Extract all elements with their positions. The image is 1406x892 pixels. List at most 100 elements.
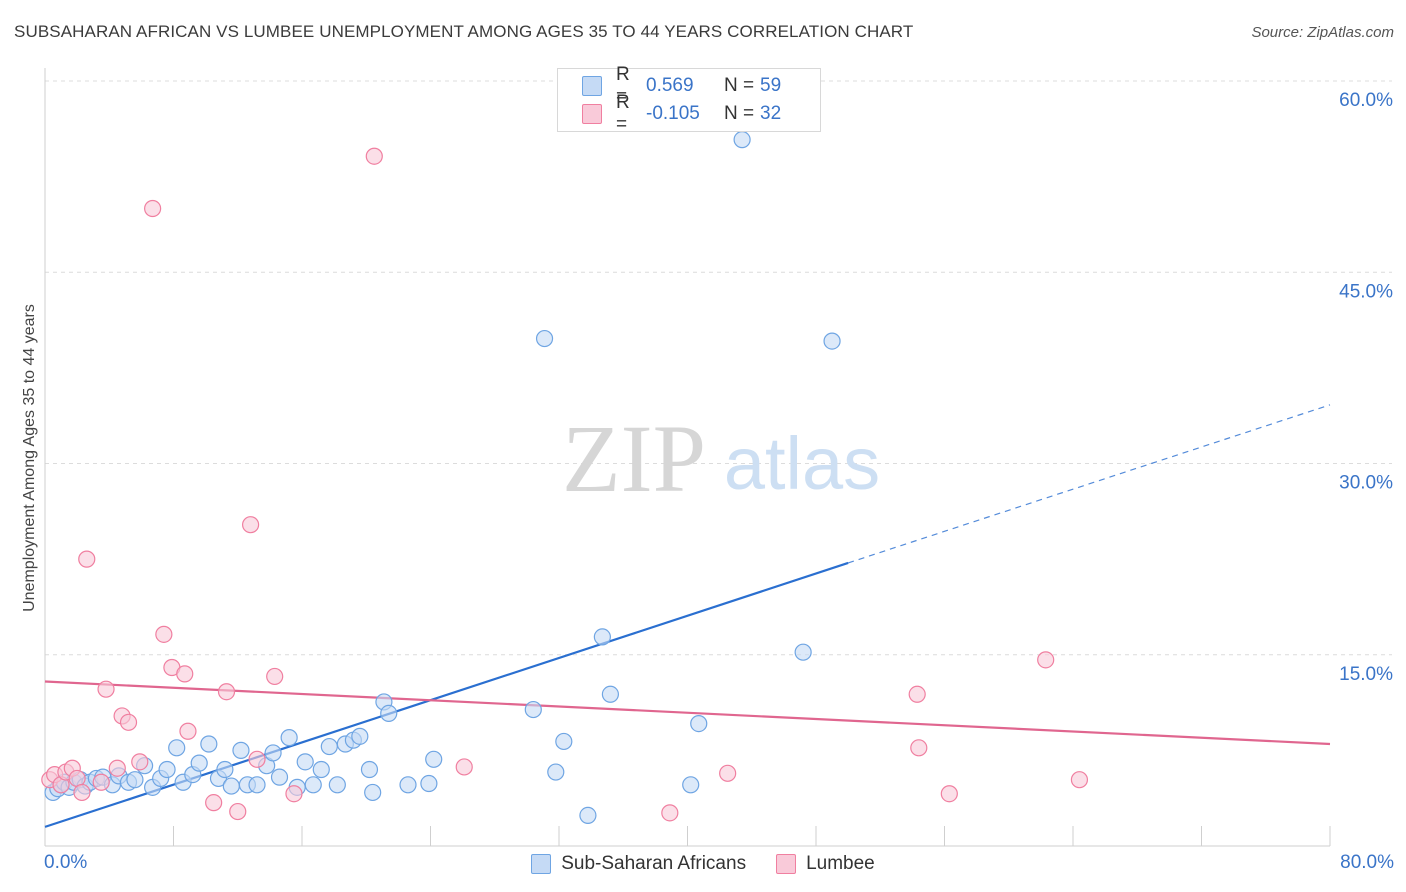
point-subsaharan: [555, 732, 573, 751]
x-tick-label-max: 80.0%: [1340, 852, 1394, 873]
point-lumbee: [217, 683, 236, 701]
point-subsaharan: [524, 700, 542, 719]
grid-lines: [45, 80, 1392, 656]
legend-row-lumbee: R = -0.105 N = 32: [582, 92, 782, 135]
point-subsaharan: [312, 760, 330, 779]
legend-label-subsaharan: Sub-Saharan Africans: [561, 853, 747, 874]
point-lumbee: [910, 739, 928, 757]
point-lumbee: [119, 713, 138, 731]
point-subsaharan: [380, 704, 398, 723]
point-lumbee: [285, 785, 303, 803]
point-subsaharan: [264, 744, 282, 762]
point-lumbee: [940, 785, 958, 803]
correlation-legend: R = 0.569 N = 59 R = -0.105 N = 32: [557, 64, 821, 135]
point-lumbee: [242, 516, 260, 534]
point-lumbee: [176, 665, 194, 683]
point-subsaharan: [360, 760, 379, 779]
legend-item-lumbee[interactable]: Lumbee: [776, 853, 875, 875]
point-subsaharan: [304, 776, 322, 794]
watermark-atlas: atlas: [724, 422, 880, 505]
y-axis-label: Unemployment Among Ages 35 to 44 years: [21, 304, 38, 612]
point-lumbee: [97, 680, 115, 698]
source-label: Source: ZipAtlas.com: [1251, 24, 1394, 41]
point-subsaharan: [168, 739, 186, 757]
point-lumbee: [719, 764, 737, 782]
point-subsaharan: [320, 737, 338, 756]
point-subsaharan: [399, 776, 417, 794]
point-lumbee: [131, 753, 149, 771]
watermark: ZIP atlas: [562, 405, 880, 512]
point-subsaharan: [794, 643, 812, 661]
legend-r-value: 0.569: [646, 75, 694, 96]
legend-swatch-blue: [531, 854, 552, 874]
legend-row-subsaharan: R = 0.569 N = 59: [582, 64, 782, 107]
series-legend: Sub-Saharan Africans Lumbee: [0, 852, 1406, 876]
point-lumbee: [179, 722, 197, 740]
point-subsaharan: [190, 754, 208, 772]
legend-n-label: N =: [724, 103, 755, 124]
point-subsaharan: [351, 727, 369, 745]
point-lumbee: [1037, 651, 1055, 669]
legend-swatch-blue: [582, 76, 602, 96]
point-lumbee: [908, 685, 926, 703]
point-subsaharan: [126, 771, 144, 789]
point-lumbee: [155, 625, 173, 643]
point-lumbee: [78, 550, 96, 568]
point-subsaharan: [200, 735, 218, 753]
tick-labels: 15.0% 30.0% 45.0% 60.0%: [1339, 90, 1393, 685]
point-subsaharan: [158, 760, 176, 779]
point-subsaharan: [823, 332, 841, 350]
point-lumbee: [229, 802, 247, 821]
legend-item-subsaharan[interactable]: Sub-Saharan Africans: [531, 853, 746, 875]
point-lumbee: [73, 783, 91, 802]
point-lumbee: [92, 773, 110, 791]
point-lumbee: [108, 759, 126, 777]
legend-n-value: 59: [760, 75, 782, 96]
point-subsaharan: [222, 777, 240, 795]
point-subsaharan: [296, 753, 314, 771]
point-subsaharan: [425, 750, 443, 768]
point-lumbee: [248, 750, 266, 768]
point-lumbee: [455, 758, 473, 776]
point-subsaharan: [733, 131, 751, 149]
x-tick-label-min: 0.0%: [44, 852, 88, 873]
y-tick-label: 45.0%: [1339, 281, 1393, 302]
data-points: [41, 131, 1089, 825]
y-tick-label: 60.0%: [1339, 90, 1393, 111]
trendline-subsaharan: [44, 561, 849, 828]
point-lumbee: [144, 199, 162, 218]
point-subsaharan: [579, 806, 597, 825]
point-subsaharan: [601, 685, 620, 703]
y-tick-label: 15.0%: [1339, 664, 1393, 685]
point-subsaharan: [682, 776, 700, 794]
point-subsaharan: [364, 783, 382, 802]
point-subsaharan: [535, 329, 554, 348]
legend-r-label: R =: [616, 92, 630, 135]
axes: [44, 68, 1331, 847]
point-subsaharan: [232, 741, 250, 759]
point-lumbee: [205, 794, 223, 812]
point-subsaharan: [690, 714, 708, 733]
watermark-zip: ZIP: [562, 405, 706, 512]
legend-r-value: -0.105: [646, 103, 700, 124]
point-subsaharan: [280, 729, 298, 747]
point-subsaharan: [328, 776, 346, 794]
point-subsaharan: [216, 760, 234, 779]
trendline-subsaharan-extension: [847, 404, 1331, 564]
point-lumbee: [266, 667, 284, 686]
point-subsaharan: [420, 774, 438, 793]
chart-title: SUBSAHARAN AFRICAN VS LUMBEE UNEMPLOYMEN…: [14, 22, 914, 41]
legend-r-label: R =: [616, 64, 630, 107]
legend-swatch-pink: [582, 104, 602, 124]
legend-swatch-pink: [776, 854, 797, 874]
point-subsaharan: [248, 776, 266, 794]
legend-n-value: 32: [760, 103, 782, 124]
y-tick-label: 30.0%: [1339, 473, 1393, 494]
point-lumbee: [365, 147, 383, 165]
legend-n-label: N =: [724, 75, 755, 96]
point-subsaharan: [593, 628, 611, 646]
legend-label-lumbee: Lumbee: [806, 853, 875, 874]
point-subsaharan: [547, 763, 565, 781]
point-lumbee: [1070, 771, 1089, 789]
